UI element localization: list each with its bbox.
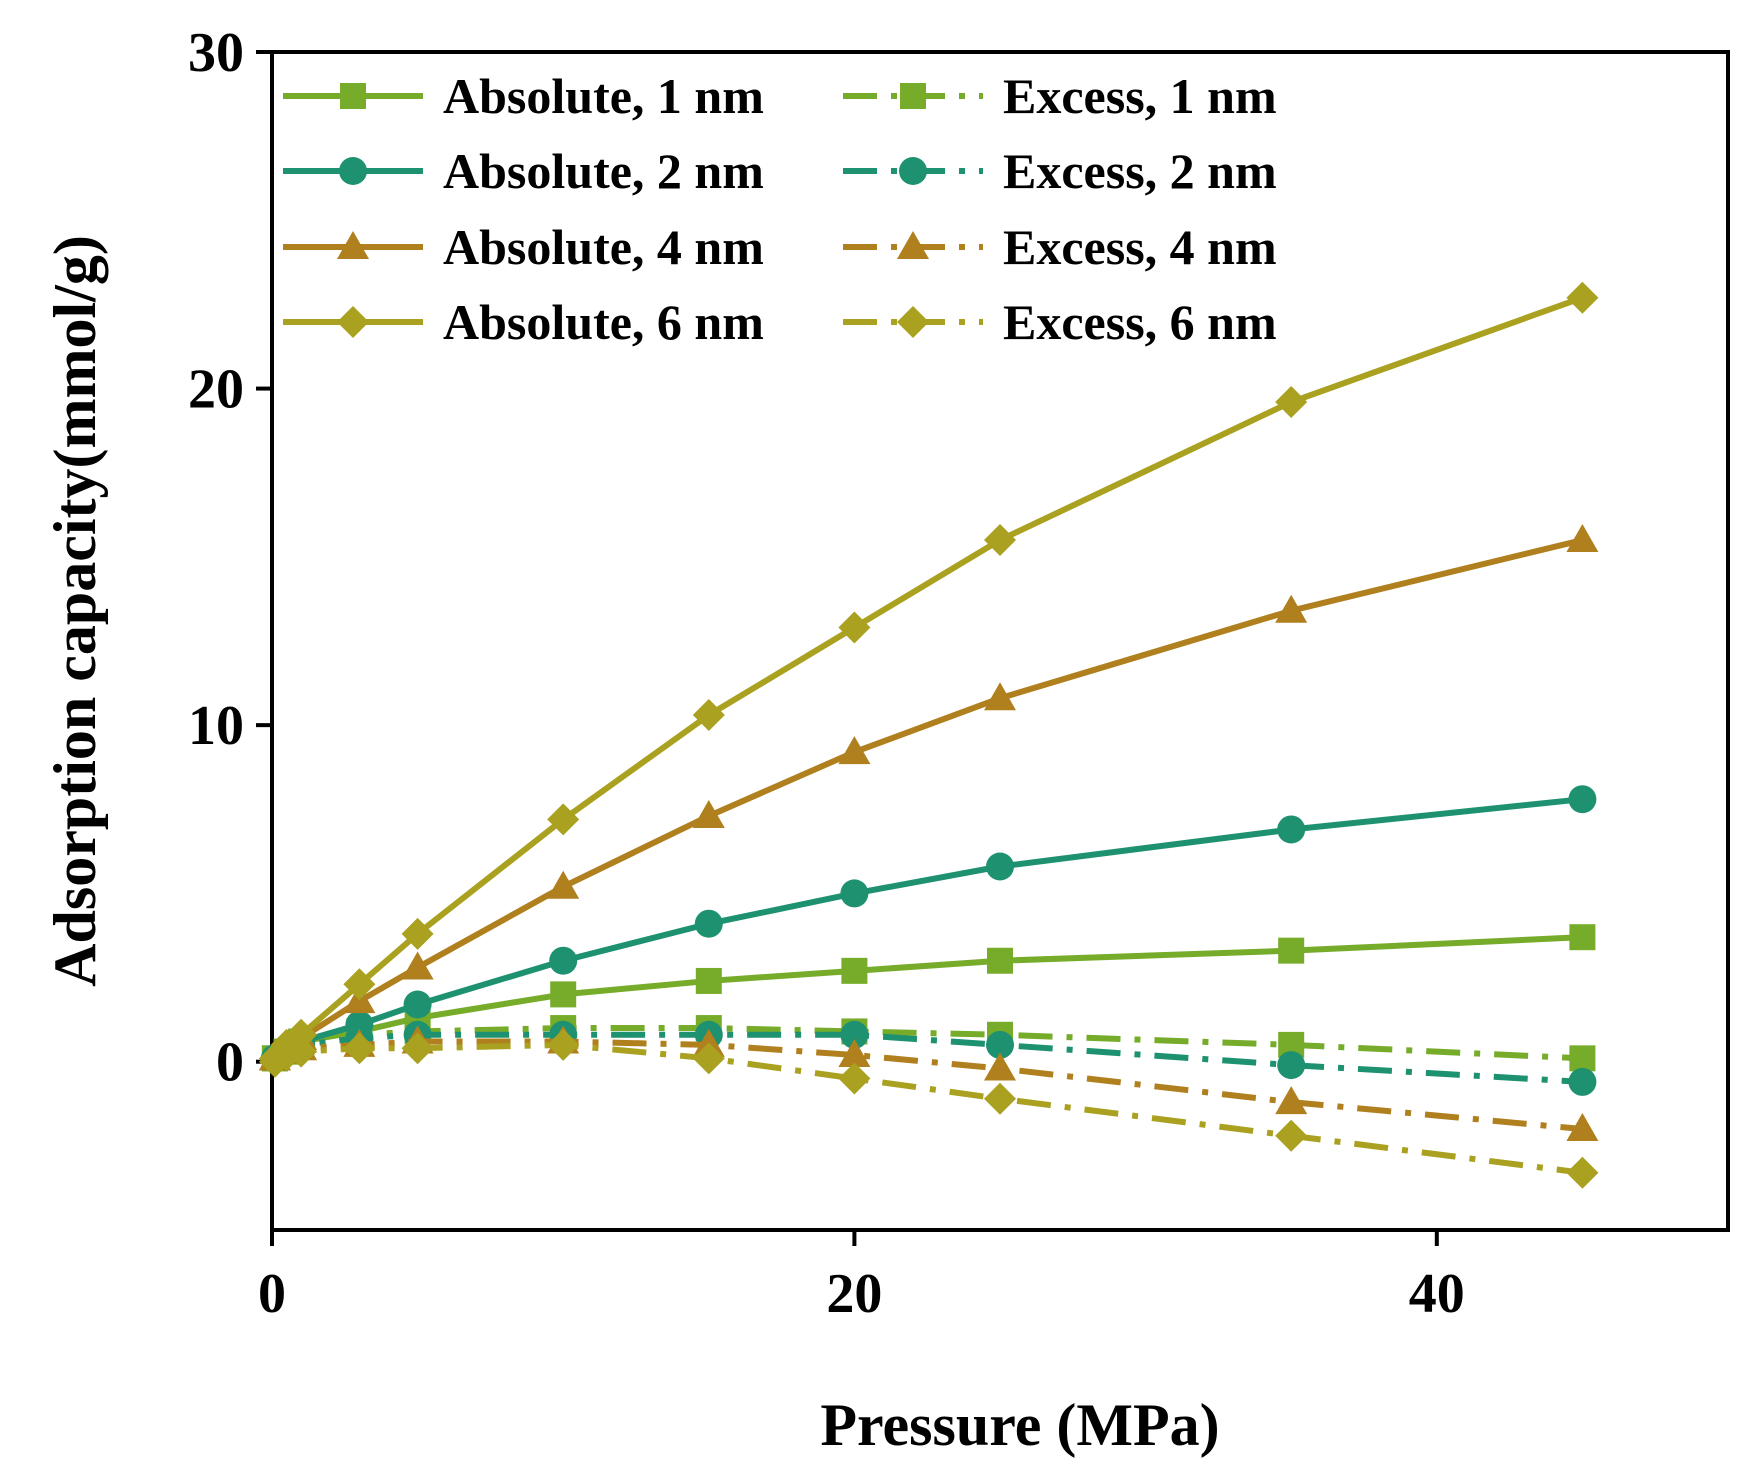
data-point [692, 699, 725, 732]
legend-label: Absolute, 4 nm [443, 219, 764, 275]
data-point [1566, 1156, 1599, 1189]
series-line [273, 1031, 1583, 1085]
legend-marker [340, 83, 366, 109]
legend-marker [900, 83, 926, 109]
series-excess-6-nm [258, 1028, 1599, 1189]
data-point [694, 909, 723, 938]
data-point [1277, 1051, 1306, 1080]
legend-entry: Excess, 4 nm [843, 219, 1277, 275]
data-point [550, 981, 577, 1008]
data-point [986, 852, 1014, 881]
data-point [1275, 386, 1308, 419]
legend-label: Excess, 6 nm [1003, 294, 1277, 350]
legend-label: Excess, 2 nm [1003, 143, 1277, 199]
data-point [1278, 937, 1305, 964]
data-point [984, 1082, 1016, 1115]
data-point [549, 946, 578, 975]
data-point [986, 1030, 1014, 1059]
series-line [273, 796, 1583, 1061]
data-point [403, 990, 432, 1019]
axes: 0 20 40 0 10 20 30 [188, 22, 1730, 1325]
data-point [692, 800, 725, 829]
x-axis-title: Pressure (MPa) [820, 1392, 1219, 1458]
legend-marker [899, 157, 927, 185]
legend-marker [897, 231, 929, 259]
legend-marker [339, 157, 367, 185]
plot-frame [270, 50, 1730, 1232]
data-point [840, 1020, 869, 1049]
data-point [1568, 1067, 1597, 1096]
series-line [273, 1025, 1583, 1062]
legend-entry: Absolute, 4 nm [283, 219, 764, 275]
legend-entry: Excess, 6 nm [843, 294, 1277, 350]
legend-label: Excess, 4 nm [1003, 219, 1277, 275]
y-tick-label: 20 [188, 359, 244, 421]
data-point [1275, 1086, 1308, 1115]
y-tick-label: 0 [216, 1032, 244, 1094]
legend-entry: Absolute, 2 nm [283, 143, 764, 199]
data-point [1566, 1113, 1599, 1142]
data-point [692, 1042, 725, 1075]
data-point [285, 1035, 318, 1068]
series-line [272, 537, 1584, 1061]
data-point [838, 736, 871, 765]
legend: Absolute, 1 nm Excess, 1 nm Absolute, 2 nm… [283, 68, 1277, 350]
series-line [273, 934, 1583, 1061]
data-point [984, 524, 1016, 557]
legend-marker [897, 306, 929, 338]
data-point [840, 879, 869, 908]
data-point [841, 957, 868, 984]
data-point [401, 917, 434, 950]
y-tick-label: 30 [188, 22, 244, 84]
legend-label: Absolute, 1 nm [443, 68, 764, 124]
data-point [1275, 594, 1308, 623]
legend-entry: Excess, 2 nm [843, 143, 1277, 199]
data-point [343, 1032, 376, 1065]
data-point [695, 967, 722, 994]
plot-series [258, 281, 1599, 1189]
data-point [1277, 815, 1306, 844]
x-tick-label: 20 [826, 1263, 882, 1325]
series-absolute-2-nm [260, 785, 1597, 1073]
data-point [547, 870, 580, 899]
data-point [547, 1028, 580, 1061]
legend-entry: Excess, 1 nm [843, 68, 1277, 124]
series-excess-4-nm [258, 1025, 1599, 1142]
series-excess-2-nm [260, 1020, 1597, 1096]
legend-marker [337, 306, 369, 338]
x-tick-label: 0 [258, 1263, 286, 1325]
data-point [1569, 1045, 1596, 1072]
series-line [273, 1038, 1583, 1133]
legend-label: Excess, 1 nm [1003, 68, 1277, 124]
data-point [838, 1062, 871, 1095]
data-point [838, 611, 871, 644]
data-point [1275, 1119, 1308, 1152]
legend-label: Absolute, 6 nm [443, 294, 764, 350]
data-point [547, 803, 580, 836]
data-point [984, 1052, 1016, 1081]
data-point [987, 947, 1013, 974]
data-point [1566, 524, 1599, 553]
data-point [401, 951, 434, 980]
data-point [1568, 785, 1597, 814]
data-point [984, 682, 1016, 711]
data-point [401, 1032, 434, 1065]
x-tick-label: 40 [1409, 1263, 1465, 1325]
data-point [1566, 281, 1599, 314]
legend-entry: Absolute, 6 nm [283, 294, 764, 350]
legend-label: Absolute, 2 nm [443, 143, 764, 199]
data-point [285, 1018, 318, 1051]
legend-marker [337, 231, 369, 259]
series-absolute-6-nm [258, 281, 1599, 1075]
legend-entry: Absolute, 1 nm [283, 68, 764, 124]
series-absolute-4-nm [258, 524, 1599, 1071]
y-axis-title: Adsorption capacity(mmol/g) [42, 235, 108, 987]
data-point [838, 1038, 871, 1067]
data-point [343, 968, 376, 1001]
data-point [1569, 924, 1596, 951]
y-tick-label: 10 [188, 695, 244, 757]
